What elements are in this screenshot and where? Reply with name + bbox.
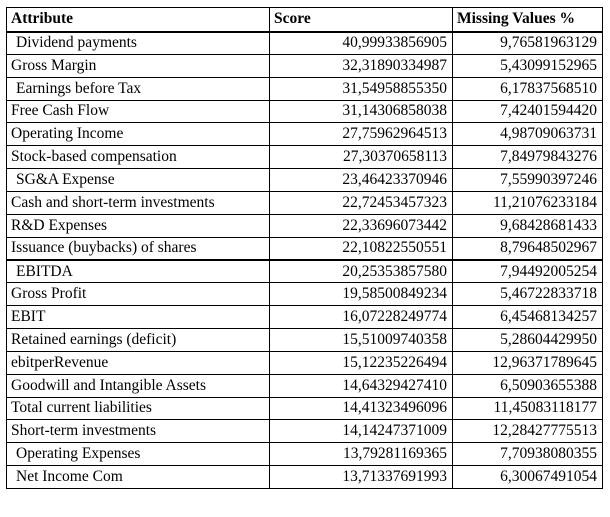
attribute-cell: EBITDA	[6, 258, 270, 284]
table-row: Stock-based compensation 27,30370658113 …	[6, 145, 603, 170]
score-cell: 22,10822550551	[269, 236, 453, 261]
table-row: R&D Expenses 22,33696073442 9,6842868143…	[6, 213, 603, 238]
table-row: Earnings before Tax 31,54958855350 6,178…	[6, 76, 603, 101]
score-cell: 14,64329427410	[269, 373, 453, 398]
attribute-cell: Net Income Com	[6, 465, 270, 489]
score-cell: 27,75962964513	[269, 122, 453, 147]
column-header-missing-values: Missing Values %	[452, 7, 603, 33]
table-row: EBIT 16,07228249774 6,45468134257	[6, 305, 603, 329]
attribute-cell: ebitperRevenue	[6, 350, 270, 375]
score-cell: 22,72453457323	[269, 190, 453, 215]
attribute-cell: EBIT	[6, 305, 270, 329]
score-cell: 31,14306858038	[269, 99, 453, 124]
score-cell: 16,07228249774	[269, 305, 453, 329]
score-cell: 13,79281169365	[269, 442, 453, 467]
table-row: Operating Expenses 13,79281169365 7,7093…	[6, 442, 603, 467]
score-cell: 14,14247371009	[269, 419, 453, 444]
attribute-cell: Cash and short-term investments	[6, 190, 270, 215]
missing-values-cell: 7,55990397246	[452, 168, 603, 192]
attribute-score-table: Attribute Score Missing Values % Dividen…	[6, 7, 603, 489]
attribute-cell: Total current liabilities	[6, 396, 270, 421]
table-row: SG&A Expense 23,46423370946 7,5599039724…	[6, 168, 603, 192]
missing-values-cell: 7,42401594420	[452, 99, 603, 124]
table-row: Dividend payments 40,99933856905 9,76581…	[6, 31, 603, 55]
score-cell: 15,51009740358	[269, 327, 453, 352]
table-row: ebitperRevenue 15,12235226494 12,9637178…	[6, 350, 603, 375]
table-row: Gross Margin 32,31890334987 5,4309915296…	[6, 53, 603, 78]
missing-values-cell: 8,79648502967	[452, 236, 603, 261]
table-row: Short-term investments 14,14247371009 12…	[6, 419, 603, 444]
attribute-cell: Gross Profit	[6, 282, 270, 307]
table-row: Goodwill and Intangible Assets 14,643294…	[6, 373, 603, 398]
score-cell: 27,30370658113	[269, 145, 453, 170]
missing-values-cell: 11,45083118177	[452, 396, 603, 421]
score-cell: 19,58500849234	[269, 282, 453, 307]
missing-values-cell: 11,21076233184	[452, 190, 603, 215]
table-row: Total current liabilities 14,41323496096…	[6, 396, 603, 421]
table-row: Free Cash Flow 31,14306858038 7,42401594…	[6, 99, 603, 124]
missing-values-cell: 6,50903655388	[452, 373, 603, 398]
missing-values-cell: 5,28604429950	[452, 327, 603, 352]
column-header-score: Score	[269, 7, 453, 33]
table-row: Net Income Com 13,71337691993 6,30067491…	[6, 465, 603, 489]
missing-values-cell: 9,68428681433	[452, 213, 603, 238]
table-row: EBITDA 20,25353857580 7,94492005254	[6, 258, 603, 284]
attribute-cell: Dividend payments	[6, 31, 270, 55]
attribute-cell: Stock-based compensation	[6, 145, 270, 170]
attribute-cell: Free Cash Flow	[6, 99, 270, 124]
score-cell: 31,54958855350	[269, 76, 453, 101]
score-cell: 23,46423370946	[269, 168, 453, 192]
missing-values-cell: 9,76581963129	[452, 31, 603, 55]
table-row: Gross Profit 19,58500849234 5,4672283371…	[6, 282, 603, 307]
attribute-cell: Earnings before Tax	[6, 76, 270, 101]
score-cell: 20,25353857580	[269, 258, 453, 284]
table-row: Issuance (buybacks) of shares 22,1082255…	[6, 236, 603, 261]
table-row: Cash and short-term investments 22,72453…	[6, 190, 603, 215]
score-cell: 14,41323496096	[269, 396, 453, 421]
score-cell: 15,12235226494	[269, 350, 453, 375]
attribute-cell: R&D Expenses	[6, 213, 270, 238]
missing-values-cell: 5,43099152965	[452, 53, 603, 78]
attribute-cell: Operating Expenses	[6, 442, 270, 467]
missing-values-cell: 12,96371789645	[452, 350, 603, 375]
attribute-cell: Goodwill and Intangible Assets	[6, 373, 270, 398]
score-cell: 13,71337691993	[269, 465, 453, 489]
attribute-cell: Gross Margin	[6, 53, 270, 78]
attribute-cell: Retained earnings (deficit)	[6, 327, 270, 352]
attribute-cell: Short-term investments	[6, 419, 270, 444]
missing-values-cell: 7,94492005254	[452, 258, 603, 284]
table-row: Retained earnings (deficit) 15,510097403…	[6, 327, 603, 352]
missing-values-cell: 7,70938080355	[452, 442, 603, 467]
missing-values-cell: 6,17837568510	[452, 76, 603, 101]
score-cell: 40,99933856905	[269, 31, 453, 55]
attribute-cell: Operating Income	[6, 122, 270, 147]
attribute-cell: SG&A Expense	[6, 168, 270, 192]
missing-values-cell: 7,84979843276	[452, 145, 603, 170]
table-header-row: Attribute Score Missing Values %	[6, 7, 603, 33]
missing-values-cell: 4,98709063731	[452, 122, 603, 147]
missing-values-cell: 6,45468134257	[452, 305, 603, 329]
score-cell: 22,33696073442	[269, 213, 453, 238]
table-row: Operating Income 27,75962964513 4,987090…	[6, 122, 603, 147]
missing-values-cell: 5,46722833718	[452, 282, 603, 307]
column-header-attribute: Attribute	[6, 7, 270, 33]
score-cell: 32,31890334987	[269, 53, 453, 78]
missing-values-cell: 6,30067491054	[452, 465, 603, 489]
attribute-cell: Issuance (buybacks) of shares	[6, 236, 270, 261]
missing-values-cell: 12,28427775513	[452, 419, 603, 444]
